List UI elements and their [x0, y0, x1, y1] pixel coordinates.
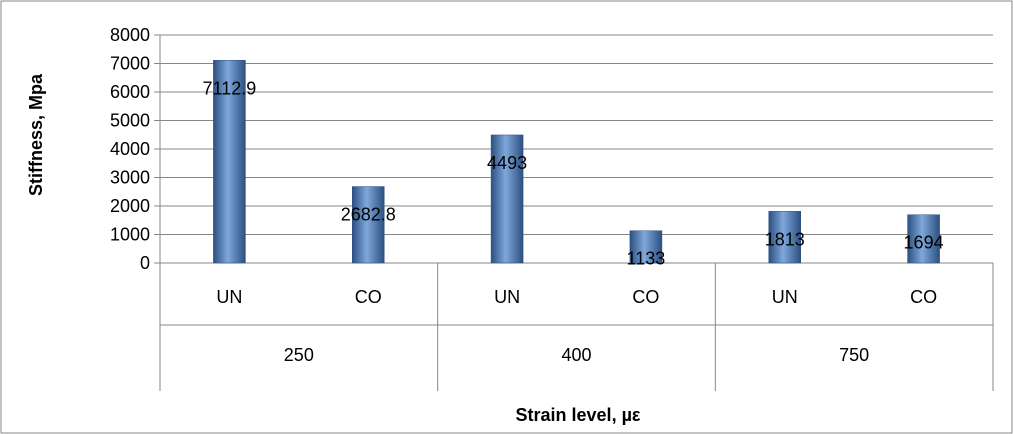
- bar-750-co: [907, 214, 940, 264]
- group-label: 250: [284, 345, 314, 365]
- y-tick-label: 8000: [110, 25, 150, 45]
- group-label: 400: [561, 345, 591, 365]
- y-tick-label: 2000: [110, 196, 150, 216]
- category-label: CO: [355, 287, 382, 307]
- category-label: UN: [216, 287, 242, 307]
- category-label: UN: [772, 287, 798, 307]
- bars: [213, 60, 940, 264]
- x-axis-title: Strain level, µε: [516, 405, 641, 425]
- data-label: 1813: [765, 229, 805, 249]
- data-label: 7112.9: [203, 78, 257, 98]
- group-label: 750: [839, 345, 869, 365]
- category-label: UN: [494, 287, 520, 307]
- y-axis-title: Stiffness, Mpa: [26, 73, 46, 196]
- y-tick-label: 6000: [110, 82, 150, 102]
- y-tick-label: 5000: [110, 111, 150, 131]
- y-tick-label: 1000: [110, 225, 150, 245]
- y-tick-label: 3000: [110, 168, 150, 188]
- category-label: CO: [632, 287, 659, 307]
- gridlines: [160, 34, 993, 235]
- data-labels: 7112.9 2682.8 4493 1133 1813 1694: [203, 78, 944, 268]
- bar-250-co: [352, 186, 385, 264]
- category-label: CO: [910, 287, 937, 307]
- data-label: 2682.8: [341, 205, 396, 225]
- data-label: 4493: [487, 153, 527, 173]
- data-label: 1694: [904, 233, 944, 253]
- data-label: 1133: [627, 249, 666, 269]
- bar-400-co: [629, 230, 663, 264]
- bar-400-un: [490, 134, 524, 264]
- y-tick-label: 4000: [110, 139, 150, 159]
- bar-750-un: [768, 211, 801, 264]
- y-tick-label: 7000: [110, 54, 150, 74]
- axes: 0 1000 2000 3000 4000 5000 6000 7000 8000 UN CO 250…: [110, 25, 994, 391]
- bar-250-un: [213, 60, 246, 264]
- y-tick-label: 0: [140, 253, 150, 273]
